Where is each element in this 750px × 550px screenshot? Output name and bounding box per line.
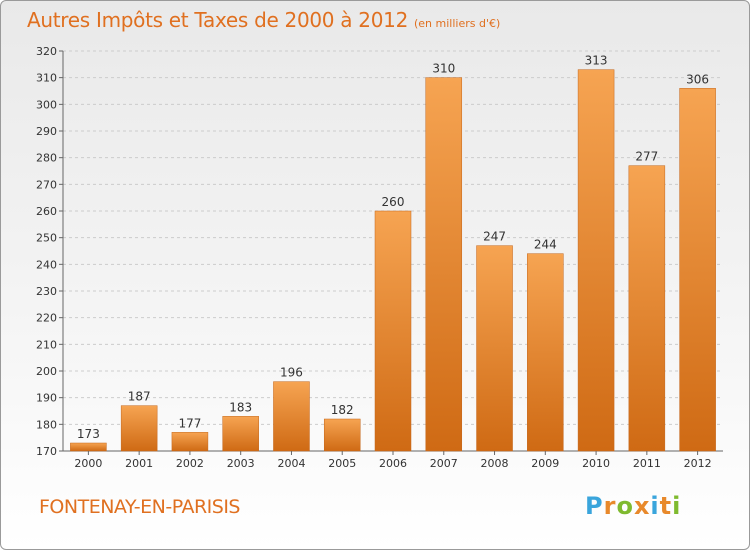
bar: [527, 253, 564, 452]
bar-value-label: 260: [382, 195, 405, 209]
y-tick-label: 200: [36, 365, 57, 378]
logo-letter: x: [633, 492, 651, 520]
chart-subtitle: (en milliers d'€): [414, 17, 501, 30]
bar: [425, 77, 463, 452]
y-tick-label: 280: [36, 152, 57, 165]
y-tick-label: 260: [36, 205, 57, 218]
bar: [171, 432, 209, 452]
x-tick-label: 2010: [582, 457, 610, 470]
bar-value-label: 247: [483, 230, 506, 244]
x-tick-label: 2000: [74, 457, 102, 470]
x-tick-label: 2006: [379, 457, 407, 470]
y-tick-label: 240: [36, 258, 57, 271]
bar: [577, 69, 615, 452]
logo-letter: o: [616, 492, 634, 520]
y-tick-label: 310: [36, 72, 57, 85]
bar: [120, 405, 158, 452]
x-tick-label: 2011: [633, 457, 661, 470]
bar-value-label: 277: [635, 150, 658, 164]
y-tick-label: 170: [36, 445, 57, 458]
x-tick-label: 2004: [277, 457, 305, 470]
proxiti-logo[interactable]: Proxiti: [585, 492, 681, 520]
y-tick-label: 180: [36, 418, 57, 431]
y-tick-label: 320: [36, 45, 57, 58]
bar: [273, 381, 310, 452]
bars: [70, 69, 716, 452]
y-tick-label: 220: [36, 312, 57, 325]
x-tick-label: 2009: [531, 457, 559, 470]
bar: [222, 416, 259, 452]
x-tick-label: 2003: [227, 457, 255, 470]
bar: [679, 88, 716, 452]
x-tick-labels: 2000 2001 2002 2003 2004 2005 2006 2007 2008 2009…: [74, 451, 712, 470]
bar-value-label: 187: [128, 390, 151, 404]
bar-value-label: 183: [229, 400, 252, 414]
logo-letter: t: [659, 492, 673, 520]
bar: [374, 210, 412, 452]
bar-value-label: 244: [534, 238, 557, 252]
y-tick-label: 250: [36, 232, 57, 245]
bar: [70, 442, 107, 452]
x-tick-label: 2007: [430, 457, 458, 470]
y-tick-label: 270: [36, 178, 57, 191]
city-name: FONTENAY-EN-PARISIS: [39, 496, 241, 518]
bar: [476, 245, 513, 452]
bar-value-label: 306: [686, 72, 709, 86]
x-tick-label: 2005: [328, 457, 356, 470]
y-tick-labels: 170 180 190 200 210 220 230 240 250 260 270 280 290 3…: [36, 45, 57, 458]
x-tick-label: 2001: [125, 457, 153, 470]
bar-value-label: 196: [280, 366, 303, 380]
logo-letter: i: [650, 492, 660, 520]
bar-value-label: 313: [585, 54, 608, 68]
bar-value-label: 177: [178, 416, 201, 430]
logo-letter: P: [585, 492, 604, 520]
y-tick-label: 230: [36, 285, 57, 298]
x-tick-label: 2002: [176, 457, 204, 470]
logo-letter: r: [603, 492, 617, 520]
y-tick-label: 210: [36, 338, 57, 351]
logo-letter: i: [672, 492, 682, 520]
chart-title: Autres Impôts et Taxes de 2000 à 2012: [27, 8, 408, 32]
bar-value-label: 310: [432, 62, 455, 76]
bar: [323, 418, 361, 452]
chart-title-block: Autres Impôts et Taxes de 2000 à 2012 (en…: [27, 8, 500, 32]
bar: [628, 165, 666, 452]
data-labels: 173 187 177 183 196 182 260 310 247 244 313 277 306: [77, 54, 709, 441]
y-tick-label: 290: [36, 125, 57, 138]
x-tick-label: 2012: [684, 457, 712, 470]
bar-value-label: 182: [331, 403, 354, 417]
x-tick-label: 2008: [481, 457, 509, 470]
y-tick-label: 190: [36, 392, 57, 405]
bar-value-label: 173: [77, 427, 100, 441]
y-tick-label: 300: [36, 98, 57, 111]
